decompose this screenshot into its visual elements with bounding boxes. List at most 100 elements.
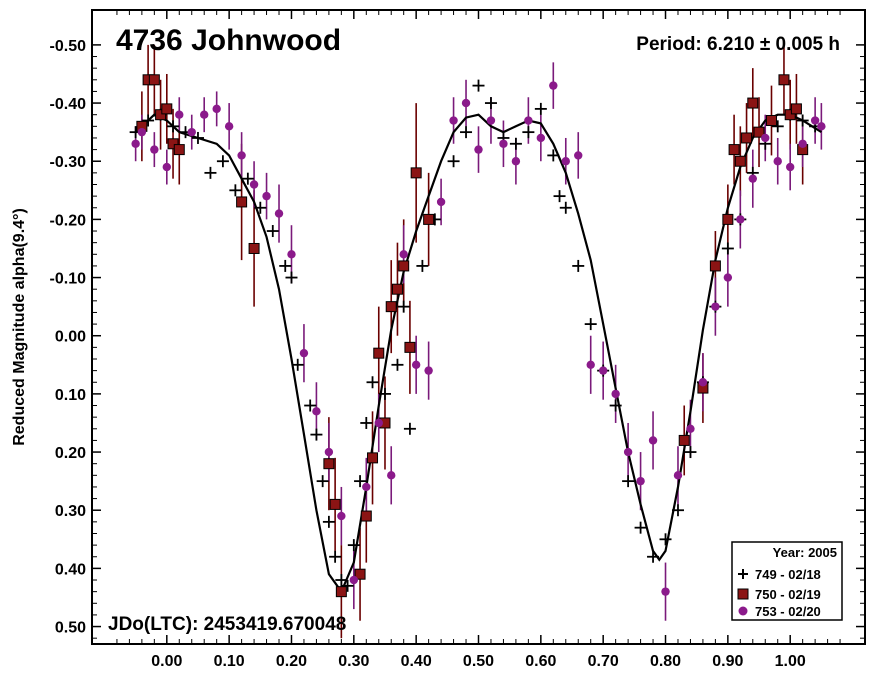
x-tick-label: 0.10	[214, 653, 245, 670]
point-753	[461, 98, 471, 108]
point-753	[436, 197, 446, 207]
y-tick-label: -0.30	[50, 154, 87, 171]
point-753	[673, 471, 683, 480]
point-753	[598, 366, 608, 375]
point-753	[387, 471, 396, 480]
point-753	[237, 151, 246, 160]
point-750	[173, 144, 185, 156]
legend-entry-750: 750 - 02/19	[755, 587, 821, 602]
point-750	[778, 74, 790, 86]
point-753	[623, 447, 633, 457]
point-750	[367, 452, 379, 464]
point-753	[374, 418, 383, 428]
legend: Year: 2005 749 - 02/18 750 - 02/19 753 -…	[731, 541, 843, 621]
legend-title: Year: 2005	[773, 545, 837, 560]
x-tick-label: 0.70	[588, 653, 619, 670]
point-753	[187, 127, 196, 137]
point-750	[385, 301, 397, 313]
point-753	[648, 436, 658, 445]
point-753	[810, 116, 820, 125]
point-753	[287, 250, 296, 259]
point-753	[486, 116, 496, 125]
point-750	[423, 213, 435, 225]
fit-curve	[134, 113, 822, 594]
point-750	[753, 126, 765, 138]
x-tick-label: 0.00	[151, 653, 182, 670]
x-axis-ticks: 0.00 0.10 0.20 0.30 0.40 0.50 0.60 0.70 0.80 0.90…	[116, 10, 841, 670]
point-753	[636, 476, 645, 486]
point-753	[262, 191, 271, 201]
y-tick-label: 0.10	[55, 387, 86, 404]
legend-symbol-750	[737, 588, 749, 600]
point-753	[499, 139, 508, 148]
y-tick-label: -0.10	[50, 271, 87, 288]
point-753	[150, 145, 159, 154]
point-750	[678, 434, 690, 446]
point-753	[586, 360, 595, 370]
point-753	[711, 302, 720, 311]
point-753	[574, 151, 583, 160]
x-tick-label: 0.80	[650, 653, 681, 670]
period-label: Period: 6.210 ± 0.005 h	[636, 34, 840, 55]
point-750	[360, 510, 372, 522]
y-tick-label: 0.30	[55, 503, 86, 520]
point-750	[709, 260, 721, 272]
x-tick-label: 0.20	[276, 653, 307, 670]
point-753	[748, 174, 757, 183]
y-tick-label: 0.20	[55, 445, 86, 462]
point-753	[536, 133, 546, 143]
legend-box	[731, 541, 843, 621]
point-750	[148, 74, 160, 86]
y-axis-label: Reduced Magnitude alpha(9.4°)	[11, 208, 28, 446]
legend-symbol-749	[738, 569, 748, 579]
point-753	[224, 122, 234, 131]
point-750	[784, 109, 796, 121]
point-753	[761, 133, 770, 143]
point-753	[274, 209, 284, 218]
y-tick-label: 0.50	[55, 620, 86, 637]
point-753	[212, 104, 221, 114]
point-753	[349, 575, 359, 585]
point-753	[561, 157, 570, 166]
point-753	[175, 110, 184, 119]
point-750	[747, 97, 759, 109]
legend-entry-749: 749 - 02/18	[755, 567, 821, 582]
y-tick-label: 0.40	[55, 561, 86, 578]
point-750	[728, 144, 740, 156]
point-753	[362, 482, 371, 492]
point-750	[765, 115, 777, 127]
y-tick-label: -0.20	[50, 212, 87, 229]
point-753	[785, 162, 795, 172]
point-750	[167, 138, 179, 150]
point-753	[736, 215, 745, 224]
point-750	[722, 213, 734, 225]
point-753	[411, 360, 421, 370]
point-753	[131, 139, 140, 148]
point-750	[335, 586, 347, 598]
point-753	[723, 273, 733, 282]
point-750	[391, 283, 403, 295]
y-tick-label: 0.00	[55, 329, 86, 346]
point-753	[686, 424, 695, 433]
chart-title: 4736 Johnwood	[116, 24, 341, 57]
point-753	[137, 127, 147, 137]
point-753	[698, 378, 708, 387]
point-750	[354, 568, 366, 580]
point-753	[249, 180, 259, 189]
x-tick-label: 0.60	[525, 653, 556, 670]
legend-symbol-753	[738, 606, 748, 616]
point-753	[474, 145, 483, 154]
point-753	[162, 162, 172, 172]
x-tick-label: 0.40	[401, 653, 432, 670]
y-tick-label: -0.50	[50, 38, 87, 55]
point-750	[404, 341, 416, 353]
point-753	[661, 587, 670, 596]
x-tick-label: 0.30	[338, 653, 369, 670]
point-750	[373, 347, 385, 359]
point-753	[511, 157, 521, 166]
data-markers	[129, 74, 826, 598]
point-753	[200, 110, 209, 119]
point-750	[790, 103, 802, 115]
